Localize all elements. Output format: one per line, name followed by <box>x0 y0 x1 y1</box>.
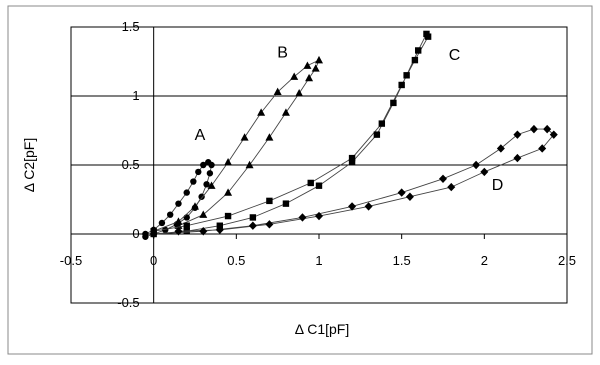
triangle-marker <box>315 55 323 64</box>
triangle-marker <box>199 210 208 218</box>
circle-marker <box>142 233 149 240</box>
x-tick-label: 1.5 <box>393 253 411 268</box>
x-tick-label: 1 <box>315 253 322 268</box>
series-layer <box>142 30 558 240</box>
diamond-marker <box>174 227 183 236</box>
series-label: C <box>449 47 461 64</box>
series-line <box>153 59 320 232</box>
triangle-marker <box>174 217 183 225</box>
y-tick-label: 1 <box>132 88 139 103</box>
square-marker <box>307 179 314 187</box>
diamond-marker <box>397 188 406 197</box>
square-marker <box>403 72 410 79</box>
x-axis-label: Δ C1[pF] <box>295 321 349 337</box>
square-marker <box>282 200 290 207</box>
diamond-marker <box>472 160 481 170</box>
square-marker <box>348 154 356 162</box>
y-tick-label: 0.5 <box>122 157 140 172</box>
triangle-marker <box>245 160 254 169</box>
diamond-marker <box>265 220 274 229</box>
diamond-marker <box>199 227 208 236</box>
circle-marker <box>195 168 202 176</box>
diamond-marker <box>405 192 414 201</box>
x-tick-label: 0.5 <box>227 253 245 268</box>
circle-marker <box>183 214 190 221</box>
square-marker <box>415 47 422 54</box>
circle-marker <box>208 161 215 169</box>
diamond-marker <box>315 211 323 221</box>
series-line <box>153 32 429 235</box>
diamond-marker <box>364 202 373 211</box>
square-marker <box>249 214 257 221</box>
triangle-marker <box>305 73 314 82</box>
circle-marker <box>200 161 207 169</box>
circle-marker <box>203 181 210 188</box>
circle-marker <box>167 211 174 218</box>
circle-marker <box>158 219 166 227</box>
diamond-marker <box>348 202 357 211</box>
circle-marker <box>183 189 190 196</box>
triangle-marker <box>240 133 249 141</box>
diamond-marker <box>513 130 522 139</box>
square-marker <box>224 212 232 220</box>
square-marker <box>411 56 419 64</box>
y-tick-label: 1.5 <box>122 19 140 34</box>
circle-marker <box>198 193 205 200</box>
square-marker <box>266 197 273 205</box>
square-marker <box>398 81 405 89</box>
y-tick-label: 0 <box>132 226 139 241</box>
square-marker <box>390 99 397 107</box>
circle-marker <box>175 200 182 207</box>
label-layer: A B C D <box>195 44 504 193</box>
y-tick-label: -0.5 <box>117 295 139 310</box>
triangle-marker <box>303 61 312 69</box>
series-label: D <box>492 177 504 194</box>
triangle-marker <box>257 108 266 116</box>
triangle-marker <box>224 158 233 166</box>
triangle-marker <box>273 87 282 96</box>
triangle-marker <box>290 72 299 80</box>
triangle-marker <box>224 188 233 196</box>
diamond-marker <box>215 225 224 235</box>
square-marker <box>183 222 190 229</box>
diamond-marker <box>298 213 307 222</box>
y-axis-label: Δ C2[pF] <box>21 138 37 192</box>
diamond-marker <box>543 124 552 134</box>
triangle-marker <box>311 64 320 72</box>
diamond-marker <box>480 167 489 177</box>
circle-marker <box>162 226 169 234</box>
triangle-marker <box>191 202 199 210</box>
diamond-marker <box>529 124 538 134</box>
tick-layer: -0.5 0 0.5 1 1.5 2 2.5 1.5 1 0.5 0 -0.5 <box>60 19 576 310</box>
x-tick-label: 2.5 <box>558 253 576 268</box>
diamond-marker <box>447 182 456 192</box>
circle-marker <box>206 170 214 177</box>
circle-marker <box>190 178 197 185</box>
diamond-marker <box>538 144 547 153</box>
diamond-marker <box>513 153 522 163</box>
diamond-marker <box>439 174 447 183</box>
x-tick-label: 2 <box>481 253 488 268</box>
triangle-marker <box>207 181 216 189</box>
x-tick-label: -0.5 <box>60 253 82 268</box>
x-tick-label: 0 <box>150 253 157 268</box>
triangle-marker <box>295 89 304 97</box>
triangle-marker <box>265 133 274 141</box>
triangle-marker <box>281 108 290 116</box>
square-marker <box>424 33 432 40</box>
square-marker <box>348 159 356 166</box>
diamond-marker <box>549 130 558 139</box>
diamond-marker <box>248 221 257 230</box>
diamond-marker <box>496 144 505 153</box>
square-marker <box>373 131 381 138</box>
series-label: B <box>277 44 288 61</box>
square-marker <box>315 182 323 189</box>
series-label: A <box>195 127 206 144</box>
square-marker <box>378 120 386 127</box>
